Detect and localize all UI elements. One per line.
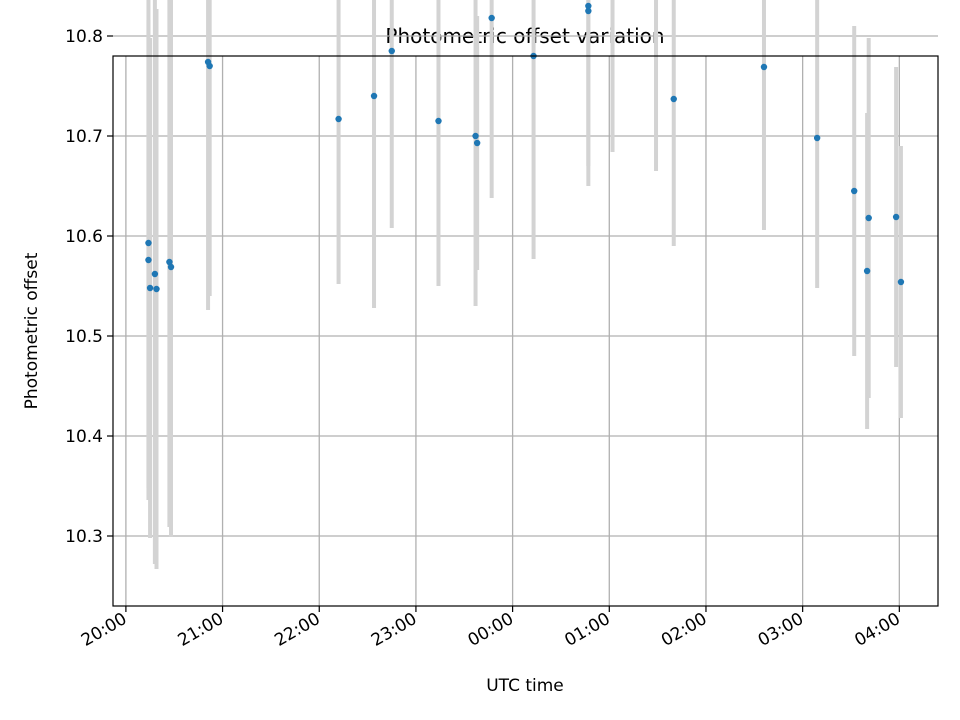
y-axis-ticks: 10.310.410.510.610.710.810.911.0 bbox=[65, 27, 113, 547]
x-tick-label: 22:00 bbox=[271, 609, 323, 651]
data-point bbox=[472, 132, 479, 140]
x-axis-ticks: 20:00 21:00 22:00 23:00 00:00 01:00 02:00 03:00… bbox=[78, 606, 904, 651]
x-tick-label: 21:00 bbox=[175, 609, 227, 651]
data-point bbox=[863, 267, 871, 275]
data-point bbox=[760, 63, 768, 71]
data-point bbox=[166, 258, 173, 266]
data-point bbox=[145, 256, 152, 264]
y-tick-label: 10.5 bbox=[65, 327, 103, 347]
data-point bbox=[153, 285, 160, 293]
y-axis-label: Photometric offset bbox=[22, 252, 42, 409]
data-point bbox=[851, 187, 858, 195]
data-point bbox=[865, 214, 872, 222]
data-point bbox=[488, 14, 495, 22]
data-point bbox=[473, 139, 481, 147]
data-point bbox=[897, 278, 905, 286]
x-tick-label: 04:00 bbox=[851, 609, 903, 651]
grid-lines bbox=[113, 35, 938, 606]
data-point bbox=[435, 117, 442, 125]
data-point bbox=[585, 7, 592, 15]
data-point bbox=[370, 92, 378, 100]
data-point bbox=[146, 284, 154, 292]
data-point bbox=[813, 134, 821, 142]
data-point bbox=[585, 2, 592, 10]
x-tick-label: 23:00 bbox=[368, 609, 420, 651]
plot-frame bbox=[112, 55, 939, 607]
data-point bbox=[335, 115, 342, 123]
data-point bbox=[145, 239, 152, 247]
x-axis-label: UTC time bbox=[486, 676, 564, 696]
y-tick-label: 10.4 bbox=[65, 427, 103, 447]
x-tick-label: 03:00 bbox=[755, 609, 807, 651]
data-points bbox=[145, 2, 905, 293]
data-point bbox=[167, 263, 175, 271]
x-tick-label: 02:00 bbox=[658, 609, 710, 651]
y-tick-label: 10.7 bbox=[65, 127, 103, 147]
y-tick-label: 10.8 bbox=[65, 27, 103, 47]
x-tick-label: 20:00 bbox=[78, 609, 130, 651]
x-tick-label: 01:00 bbox=[561, 609, 613, 651]
y-tick-label: 10.6 bbox=[65, 227, 103, 247]
x-tick-label: 00:00 bbox=[465, 609, 517, 651]
data-point bbox=[670, 95, 677, 103]
data-point bbox=[388, 47, 395, 55]
data-point bbox=[206, 62, 213, 70]
y-tick-label: 10.3 bbox=[65, 527, 103, 547]
data-point bbox=[151, 270, 159, 278]
error-bars bbox=[146, 0, 903, 569]
data-point bbox=[892, 213, 900, 221]
